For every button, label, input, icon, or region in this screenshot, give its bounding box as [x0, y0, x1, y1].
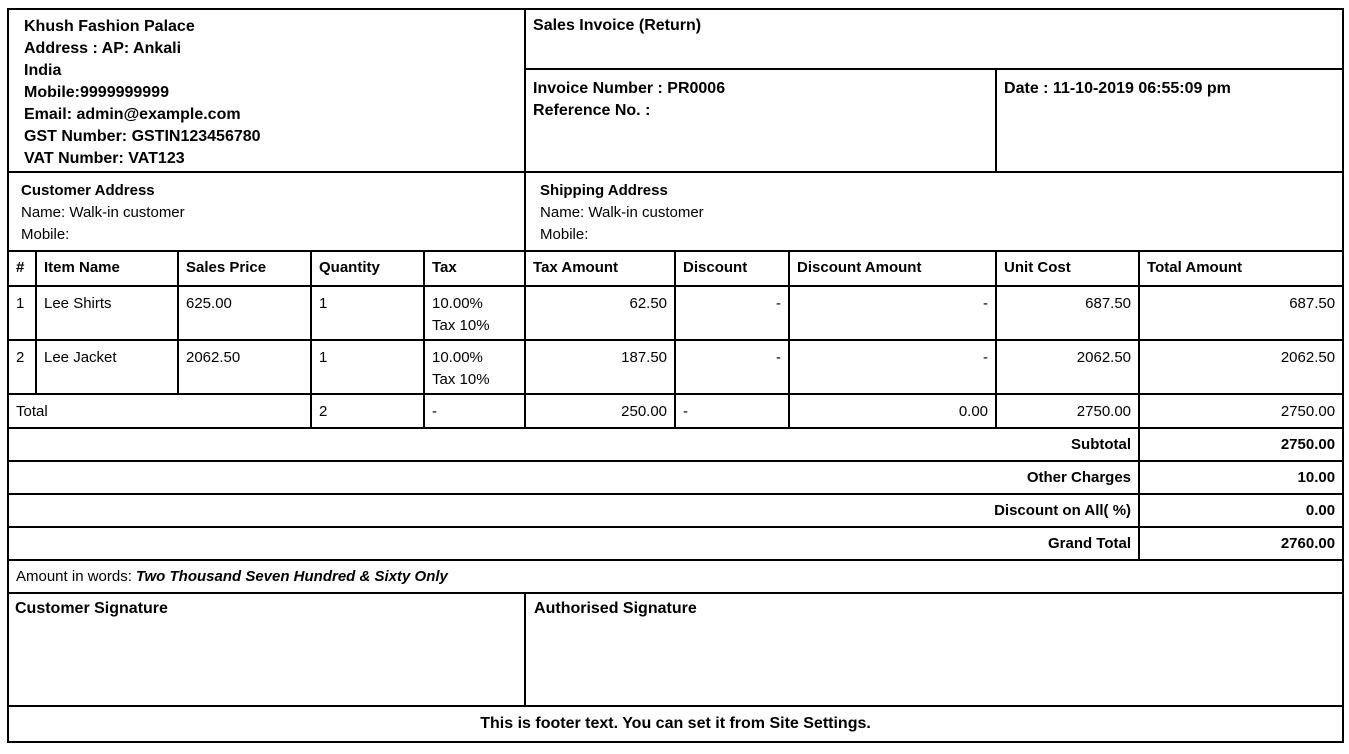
item-name: Lee Shirts	[35, 285, 179, 341]
addresses-row: Customer Address Name: Walk-in customer …	[6, 171, 1345, 252]
customer-name: Name: Walk-in customer	[21, 204, 185, 221]
col-header-item-name: Item Name	[35, 250, 179, 287]
col-header-tax-amount: Tax Amount	[524, 250, 677, 287]
col-header-discount-amount: Discount Amount	[788, 250, 998, 287]
invoice-title: Sales Invoice (Return)	[533, 17, 702, 34]
summary-row-discount-on-all: Discount on All( %) 0.00	[6, 493, 1345, 528]
company-email: Email: admin@example.com	[24, 106, 241, 123]
item-discount: -	[674, 285, 791, 341]
item-serial: 2	[7, 339, 37, 395]
company-country: India	[24, 62, 62, 79]
other-charges-value: 10.00	[1138, 460, 1345, 495]
shipping-name: Name: Walk-in customer	[540, 204, 704, 221]
invoice-meta-row: Invoice Number : PR0006 Reference No. : …	[8, 68, 1345, 173]
authorised-signature-cell: Authorised Signature	[524, 592, 1345, 707]
company-name: Khush Fashion Palace	[24, 18, 195, 35]
item-quantity: 1	[310, 339, 425, 395]
item-tax-name: Tax 10%	[432, 371, 490, 388]
item-tax-amount: 187.50	[524, 339, 677, 395]
item-tax-percent: 10.00%	[432, 295, 483, 312]
company-mobile: Mobile:9999999999	[24, 84, 169, 101]
item-unit-cost: 2062.50	[995, 339, 1141, 395]
subtotal-value: 2750.00	[1138, 427, 1345, 462]
item-total-amount: 2062.50	[1138, 339, 1345, 395]
amount-in-words-value: Two Thousand Seven Hundred & Sixty Only	[135, 568, 448, 585]
item-row: 1 Lee Shirts 625.00 1 10.00% Tax 10% 62.…	[7, 285, 1345, 341]
col-header-quantity: Quantity	[310, 250, 425, 287]
item-discount-amount: -	[788, 339, 998, 395]
items-header-row: # Item Name Sales Price Quantity Tax Tax…	[7, 250, 1345, 287]
customer-mobile: Mobile:	[21, 226, 70, 243]
total-quantity: 2	[310, 393, 425, 429]
customer-address-cell: Customer Address Name: Walk-in customer …	[6, 171, 527, 252]
col-header-unit-cost: Unit Cost	[995, 250, 1141, 287]
other-charges-label: Other Charges	[6, 460, 1141, 495]
item-sales-price: 625.00	[177, 285, 312, 341]
invoice-number-cell: Invoice Number : PR0006 Reference No. :	[524, 68, 998, 173]
discount-on-all-label: Discount on All( %)	[6, 493, 1141, 528]
company-vat-number: VAT Number: VAT123	[24, 150, 185, 167]
discount-on-all-value: 0.00	[1138, 493, 1345, 528]
item-tax-percent: 10.00%	[432, 349, 483, 366]
grand-total-value: 2760.00	[1138, 526, 1345, 561]
items-total-row: Total 2 - 250.00 - 0.00 2750.00 2750.00	[7, 393, 1345, 429]
invoice-number: Invoice Number : PR0006	[533, 80, 726, 97]
item-tax-name: Tax 10%	[432, 317, 490, 334]
item-unit-cost: 687.50	[995, 285, 1141, 341]
item-name: Lee Jacket	[35, 339, 179, 395]
summary-row-grand-total: Grand Total 2760.00	[6, 526, 1345, 561]
sales-invoice-document: Khush Fashion Palace Address : AP: Ankal…	[6, 8, 1345, 743]
col-header-serial: #	[7, 250, 37, 287]
item-tax-cell: 10.00% Tax 10%	[422, 285, 527, 341]
item-tax-amount: 62.50	[524, 285, 677, 341]
item-discount: -	[674, 339, 791, 395]
item-tax-cell: 10.00% Tax 10%	[422, 339, 527, 395]
col-header-total-amount: Total Amount	[1138, 250, 1345, 287]
signatures-row: Customer Signature Authorised Signature	[6, 592, 1345, 707]
total-tax: -	[422, 393, 527, 429]
footer-row: This is footer text. You can set it from…	[6, 705, 1345, 743]
summary-row-subtotal: Subtotal 2750.00	[6, 427, 1345, 462]
amount-in-words-label: Amount in words:	[16, 568, 132, 585]
reference-number: Reference No. :	[533, 102, 651, 119]
company-info-cell: Khush Fashion Palace Address : AP: Ankal…	[6, 8, 527, 173]
company-address-line: Address : AP: Ankali	[24, 40, 182, 57]
col-header-sales-price: Sales Price	[177, 250, 312, 287]
company-gst-number: GST Number: GSTIN123456780	[24, 128, 261, 145]
total-total-amount: 2750.00	[1138, 393, 1345, 429]
total-tax-amount: 250.00	[524, 393, 677, 429]
customer-signature-cell: Customer Signature	[6, 592, 527, 707]
item-quantity: 1	[310, 285, 425, 341]
shipping-address-heading: Shipping Address	[540, 182, 668, 199]
footer-text: This is footer text. You can set it from…	[6, 705, 1345, 743]
grand-total-label: Grand Total	[6, 526, 1141, 561]
invoice-title-cell: Sales Invoice (Return)	[524, 8, 1345, 70]
total-discount-amount: 0.00	[788, 393, 998, 429]
item-serial: 1	[7, 285, 37, 341]
col-header-tax: Tax	[422, 250, 527, 287]
shipping-mobile: Mobile:	[540, 226, 589, 243]
item-total-amount: 687.50	[1138, 285, 1345, 341]
invoice-title-row: Khush Fashion Palace Address : AP: Ankal…	[6, 8, 1345, 173]
item-discount-amount: -	[788, 285, 998, 341]
total-label: Total	[7, 393, 312, 429]
invoice-date: Date : 11-10-2019 06:55:09 pm	[1004, 80, 1231, 97]
col-header-discount: Discount	[674, 250, 791, 287]
item-row: 2 Lee Jacket 2062.50 1 10.00% Tax 10% 18…	[7, 339, 1345, 395]
subtotal-label: Subtotal	[6, 427, 1141, 462]
total-discount: -	[674, 393, 791, 429]
amount-in-words-cell: Amount in words: Two Thousand Seven Hundr…	[6, 559, 1345, 594]
customer-address-heading: Customer Address	[21, 182, 155, 199]
summary-row-other-charges: Other Charges 10.00	[6, 460, 1345, 495]
total-unit-cost: 2750.00	[995, 393, 1141, 429]
amount-in-words-row: Amount in words: Two Thousand Seven Hundr…	[6, 559, 1345, 594]
invoice-date-cell: Date : 11-10-2019 06:55:09 pm	[995, 68, 1345, 173]
shipping-address-cell: Shipping Address Name: Walk-in customer …	[524, 171, 1345, 252]
item-sales-price: 2062.50	[177, 339, 312, 395]
